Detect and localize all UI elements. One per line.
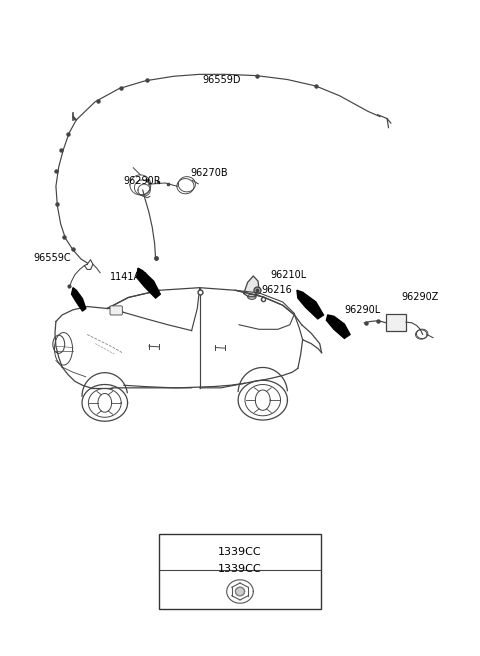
Text: 96290Z: 96290Z xyxy=(401,292,439,302)
Polygon shape xyxy=(297,290,324,319)
Text: 96559C: 96559C xyxy=(34,253,71,263)
Text: 96559D: 96559D xyxy=(202,75,240,85)
Text: 96216: 96216 xyxy=(261,285,292,295)
FancyBboxPatch shape xyxy=(110,306,122,315)
Polygon shape xyxy=(72,288,86,311)
Polygon shape xyxy=(326,315,350,338)
Polygon shape xyxy=(137,268,160,298)
Bar xyxy=(159,534,321,609)
Polygon shape xyxy=(244,276,259,297)
Text: 1141AC: 1141AC xyxy=(109,272,147,282)
Text: 96290R: 96290R xyxy=(124,176,161,186)
Text: 1339CC: 1339CC xyxy=(218,564,262,573)
Text: 96210L: 96210L xyxy=(271,270,307,279)
Bar xyxy=(386,314,406,331)
Text: 96270B: 96270B xyxy=(190,168,228,178)
Ellipse shape xyxy=(236,588,244,596)
Text: 1339CC: 1339CC xyxy=(218,547,262,557)
Text: 96290L: 96290L xyxy=(344,305,381,315)
Ellipse shape xyxy=(248,294,256,299)
